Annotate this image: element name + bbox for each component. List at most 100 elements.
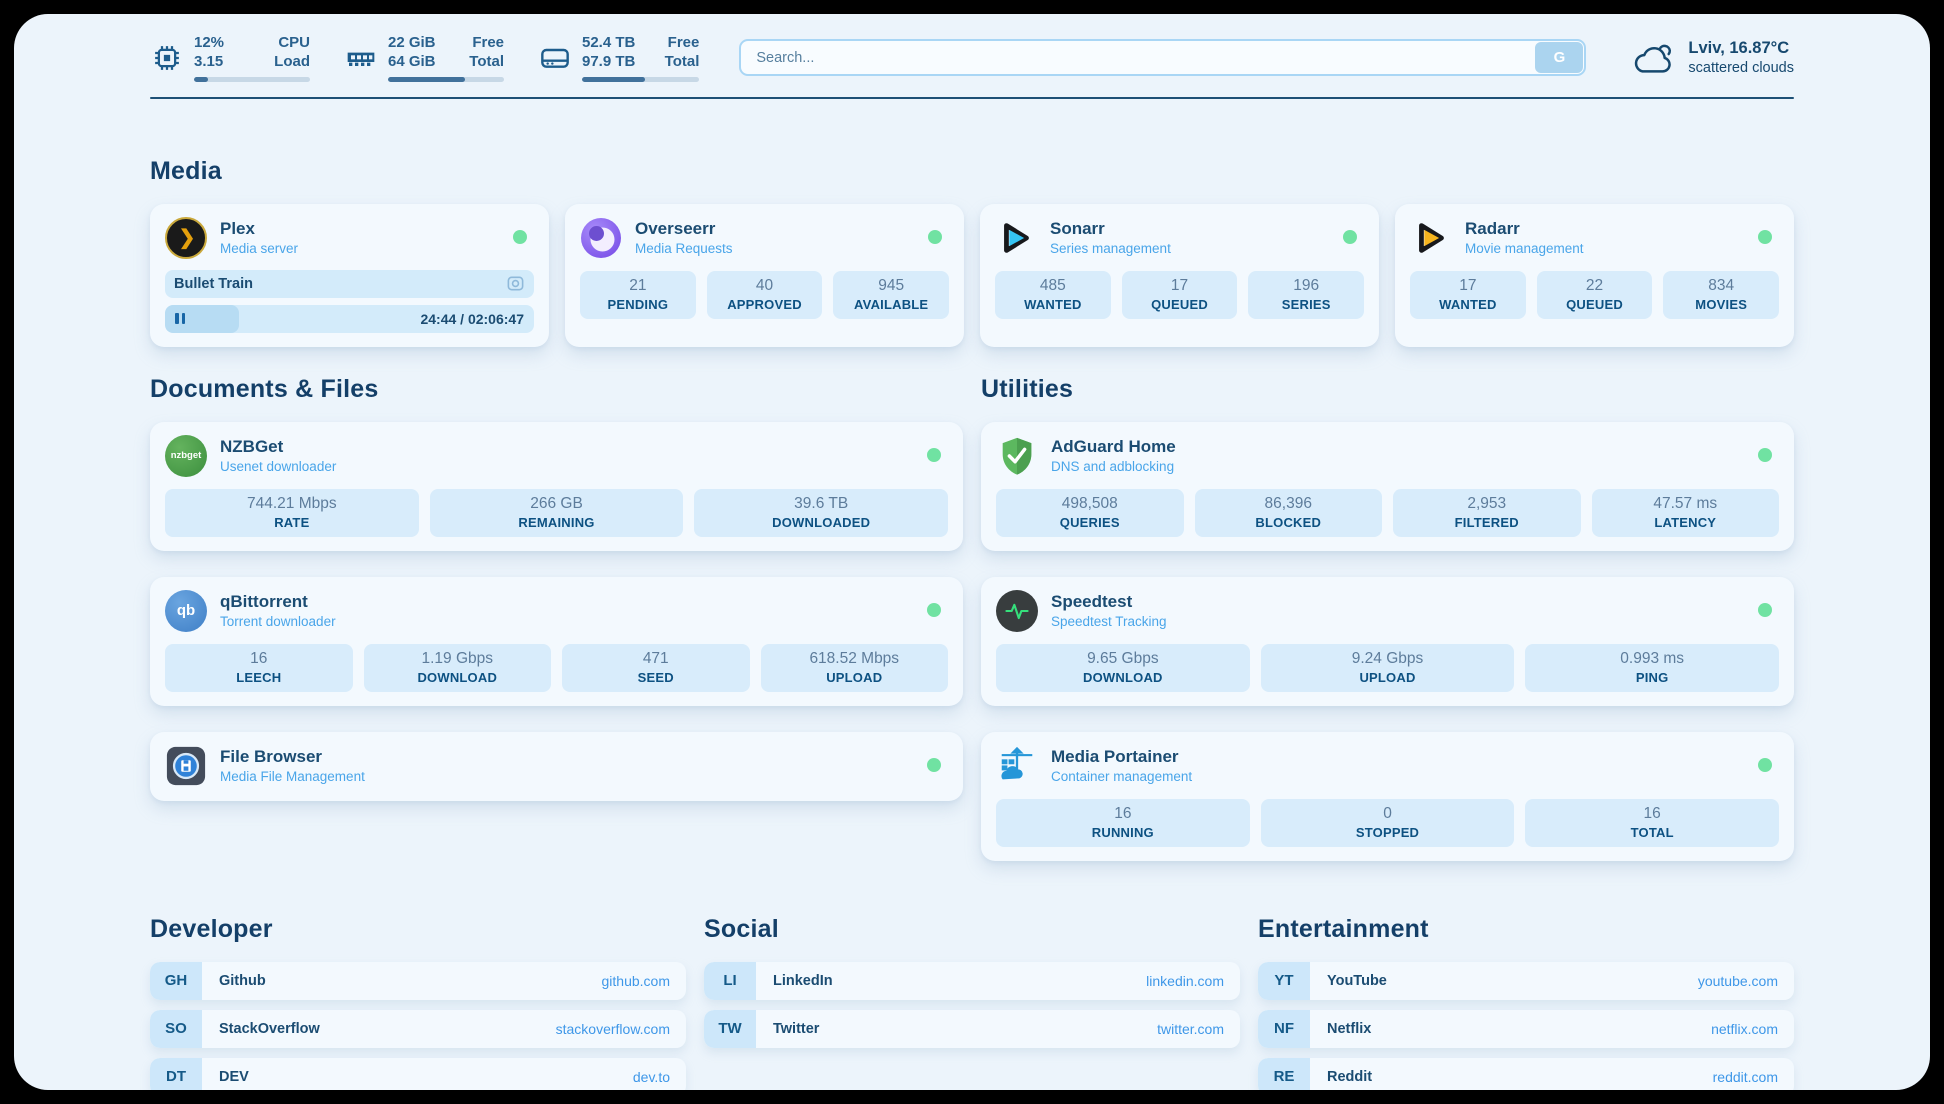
qbittorrent-stat-seed: 471 SEED xyxy=(562,643,750,692)
overseerr-card[interactable]: Overseerr Media Requests 21 PENDING 40 A… xyxy=(565,203,964,347)
portainer-stat-running: 16 RUNNING xyxy=(996,798,1250,847)
entertainment-section-heading: Entertainment xyxy=(1258,914,1429,943)
storage-free-value: 52.4 TB xyxy=(582,34,636,51)
header-bar: 12% 3.15 CPU Load xyxy=(150,34,1794,82)
camera-icon[interactable] xyxy=(506,274,525,293)
sonarr-stat-series: 196 SERIES xyxy=(1248,270,1365,319)
twitter-link-url[interactable]: twitter.com xyxy=(1157,1020,1224,1037)
dev-link-name: DEV xyxy=(219,1068,249,1085)
link-row-netflix[interactable]: NF Netflix netflix.com xyxy=(1258,1009,1794,1048)
linkedin-link-url[interactable]: linkedin.com xyxy=(1146,972,1224,989)
weather-condition: scattered clouds xyxy=(1688,60,1794,77)
overseerr-stat-approved: 40 APPROVED xyxy=(706,270,823,319)
youtube-link-name: YouTube xyxy=(1327,972,1387,989)
speedtest-status-dot xyxy=(1758,602,1772,617)
linkedin-abbr-badge: LI xyxy=(704,961,756,1000)
qbittorrent-stat-download: 1.19 Gbps DOWNLOAD xyxy=(363,643,551,692)
nzbget-stat-rate: 744.21 Mbps RATE xyxy=(165,488,419,537)
github-link-url[interactable]: github.com xyxy=(601,972,670,989)
documents-section-heading: Documents & Files xyxy=(150,374,379,403)
cloud-icon xyxy=(1630,37,1676,79)
memory-free-value: 22 GiB xyxy=(388,34,436,51)
speedtest-card[interactable]: Speedtest Speedtest Tracking 9.65 Gbps D… xyxy=(981,576,1794,706)
link-row-linkedin[interactable]: LI LinkedIn linkedin.com xyxy=(704,961,1240,1000)
qbittorrent-title: qBittorrent xyxy=(220,591,308,611)
adguard-stat-queries: 498,508 QUERIES xyxy=(996,488,1184,537)
reddit-link-url[interactable]: reddit.com xyxy=(1712,1068,1778,1085)
nzbget-stat-remaining: 266 GB REMAINING xyxy=(429,488,684,537)
storage-total-label: Total xyxy=(664,52,700,70)
dev-link-url[interactable]: dev.to xyxy=(632,1068,670,1085)
plex-title: Plex xyxy=(220,218,255,238)
filebrowser-title: File Browser xyxy=(220,746,323,766)
filebrowser-subtitle: Media File Management xyxy=(220,769,365,785)
stackoverflow-link-url[interactable]: stackoverflow.com xyxy=(555,1020,670,1037)
cpu-load-value: 3.15 xyxy=(194,52,224,70)
speedtest-title: Speedtest xyxy=(1051,591,1133,611)
pause-icon[interactable] xyxy=(175,313,185,324)
github-link-name: Github xyxy=(219,972,266,989)
memory-total-value: 64 GiB xyxy=(388,52,436,70)
storage-free-label: Free xyxy=(667,34,700,51)
twitter-abbr-badge: TW xyxy=(704,1009,756,1048)
qbittorrent-subtitle: Torrent downloader xyxy=(220,614,336,630)
social-section-heading: Social xyxy=(704,914,779,943)
netflix-link-url[interactable]: netflix.com xyxy=(1711,1020,1778,1037)
stackoverflow-abbr-badge: SO xyxy=(150,1009,202,1048)
nzbget-icon: nzbget xyxy=(165,434,207,477)
link-row-stackoverflow[interactable]: SO StackOverflow stackoverflow.com xyxy=(150,1009,686,1048)
plex-icon: ❯ xyxy=(165,216,207,259)
filebrowser-card[interactable]: File Browser Media File Management xyxy=(150,731,963,801)
radarr-card[interactable]: Radarr Movie management 17 WANTED 22 QUE… xyxy=(1395,203,1794,347)
cpu-icon xyxy=(150,41,184,75)
link-row-youtube[interactable]: YT YouTube youtube.com xyxy=(1258,961,1794,1000)
sonarr-subtitle: Series management xyxy=(1050,241,1171,257)
memory-stat: 22 GiB 64 GiB Free Total xyxy=(344,34,504,82)
overseerr-subtitle: Media Requests xyxy=(635,241,733,257)
link-row-github[interactable]: GH Github github.com xyxy=(150,961,686,1000)
sonarr-title: Sonarr xyxy=(1050,218,1105,238)
playback-progress-bar[interactable]: 24:44 / 02:06:47 xyxy=(165,304,534,333)
ram-icon xyxy=(344,41,378,75)
sonarr-card[interactable]: Sonarr Series management 485 WANTED 17 Q… xyxy=(980,203,1379,347)
plex-status-dot xyxy=(513,229,527,244)
sonarr-status-dot xyxy=(1343,229,1357,244)
cpu-load-label: Load xyxy=(274,52,310,70)
memory-progress-bar xyxy=(388,76,504,82)
disk-icon xyxy=(538,41,572,75)
speedtest-stat-ping: 0.993 ms PING xyxy=(1525,643,1780,692)
portainer-stat-stopped: 0 STOPPED xyxy=(1260,798,1515,847)
radarr-status-dot xyxy=(1758,229,1772,244)
search-provider-button[interactable]: G xyxy=(1535,42,1584,74)
search-input[interactable] xyxy=(739,39,1587,77)
portainer-stat-total: 16 TOTAL xyxy=(1525,798,1780,847)
qbittorrent-status-dot xyxy=(927,602,941,617)
plex-card[interactable]: ❯ Plex Media server Bullet Train xyxy=(150,203,549,347)
nzbget-title: NZBGet xyxy=(220,436,284,456)
speedtest-icon xyxy=(996,589,1038,632)
stackoverflow-link-name: StackOverflow xyxy=(219,1020,320,1037)
overseerr-status-dot xyxy=(928,229,942,244)
link-row-reddit[interactable]: RE Reddit reddit.com xyxy=(1258,1057,1794,1090)
dashboard-page: 12% 3.15 CPU Load xyxy=(14,14,1930,1090)
adguard-stat-filtered: 2,953 FILTERED xyxy=(1393,488,1581,537)
qbittorrent-card[interactable]: qb qBittorrent Torrent downloader 16 xyxy=(150,576,963,706)
sonarr-stat-wanted: 485 WANTED xyxy=(995,270,1111,319)
filebrowser-status-dot xyxy=(927,757,941,772)
adguard-card[interactable]: AdGuard Home DNS and adblocking 498,508 … xyxy=(981,421,1794,551)
radarr-icon xyxy=(1410,217,1452,259)
portainer-subtitle: Container management xyxy=(1051,769,1193,785)
reddit-link-name: Reddit xyxy=(1327,1068,1373,1085)
link-row-twitter[interactable]: TW Twitter twitter.com xyxy=(704,1009,1240,1048)
link-row-dev[interactable]: DT DEV dev.to xyxy=(150,1057,686,1090)
nzbget-card[interactable]: nzbget NZBGet Usenet downloader 744.21 M… xyxy=(150,421,963,551)
portainer-card[interactable]: Media Portainer Container management 16 … xyxy=(981,731,1794,861)
storage-total-value: 97.9 TB xyxy=(582,52,636,70)
radarr-stat-wanted: 17 WANTED xyxy=(1410,270,1526,319)
netflix-abbr-badge: NF xyxy=(1258,1009,1310,1048)
youtube-link-url[interactable]: youtube.com xyxy=(1697,972,1778,989)
now-playing-row[interactable]: Bullet Train xyxy=(165,269,534,298)
memory-free-label: Free xyxy=(472,34,504,51)
nzbget-subtitle: Usenet downloader xyxy=(220,459,337,475)
portainer-icon xyxy=(996,745,1038,787)
